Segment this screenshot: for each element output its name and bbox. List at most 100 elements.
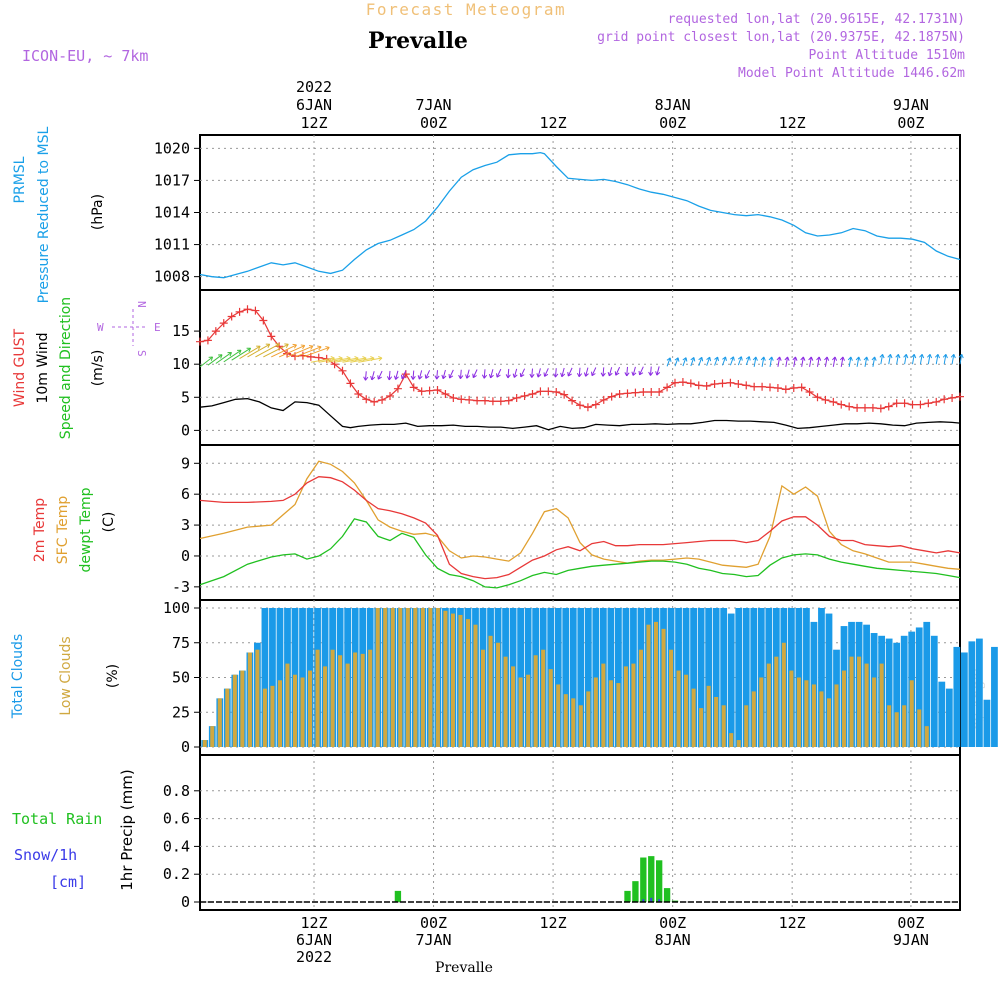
total-cloud-bar <box>930 635 938 747</box>
temperature-series <box>199 460 961 589</box>
gust-marker <box>449 393 458 402</box>
low-cloud-bar <box>781 642 786 747</box>
low-cloud-bar <box>909 680 914 747</box>
wind-arrow-head <box>942 354 948 359</box>
gust-marker <box>908 400 917 409</box>
gust-marker <box>560 390 569 399</box>
low-cloud-bar <box>511 666 516 747</box>
wind-arrow <box>278 345 305 358</box>
low-cloud-bar <box>548 669 553 747</box>
wind-arrow <box>449 369 454 379</box>
wind-arrow-head <box>434 375 440 380</box>
low-cloud-bar <box>480 649 486 747</box>
low-cloud-bar <box>413 608 418 747</box>
wind-direction-arrows <box>199 343 964 381</box>
low-cloud-bar <box>736 740 741 747</box>
gust-marker <box>932 397 941 406</box>
gust-marker <box>884 402 893 411</box>
y-tick-label: 100 <box>163 599 190 617</box>
requested-coords: requested lon,lat (20.9615E, 42.1731N) <box>668 12 965 27</box>
top-tick-label: 12Z <box>779 114 806 132</box>
low-cloud-bar <box>247 652 252 747</box>
wind-arrow <box>656 366 660 376</box>
wind-arrow-head <box>496 373 501 378</box>
low-cloud-bar <box>653 621 659 747</box>
low-cloud-bar <box>646 624 651 747</box>
total-cloud-bar <box>915 627 923 747</box>
wind-arrow-head <box>560 372 566 378</box>
top-tick-label: 12Z <box>540 114 567 132</box>
wind-arrow <box>888 354 891 365</box>
gust-marker <box>473 396 482 405</box>
low-cloud-bar <box>608 680 613 747</box>
gust-marker <box>568 396 577 405</box>
wind-arrow-head <box>393 375 399 380</box>
low-cloud-bar <box>593 677 598 747</box>
gust-marker <box>330 360 339 369</box>
precip-bars <box>200 856 960 903</box>
wind-arrow-head <box>638 370 644 376</box>
total-cloud-bar <box>276 608 284 747</box>
compass-east: E <box>154 321 161 334</box>
gust-marker <box>259 316 268 325</box>
wind-arrow-head <box>832 356 838 361</box>
wind-arrow <box>777 356 781 367</box>
low-cloud-bar <box>541 649 546 747</box>
gust-marker <box>845 402 854 411</box>
wind-arrow-head <box>600 372 606 377</box>
gust-marker <box>940 395 949 404</box>
wind-label: 10m Wind <box>35 332 51 403</box>
total-cloud-bar <box>923 621 931 747</box>
low-cloud-bar <box>924 726 929 747</box>
gust-marker <box>868 403 877 412</box>
wind-arrow-head <box>879 354 885 359</box>
wind-arrow-head <box>465 374 471 379</box>
gust-marker <box>417 387 426 396</box>
wind-arrow <box>626 366 628 376</box>
wind-arrow-head <box>543 372 549 377</box>
wind-arrow <box>896 354 899 365</box>
wind-arrow-head <box>887 354 893 359</box>
dewpt-line <box>199 518 961 589</box>
wind-arrow-head <box>275 343 280 348</box>
low-cloud-bar <box>586 691 591 747</box>
wind-arrow-head <box>237 349 242 355</box>
wind-arrow <box>263 343 289 358</box>
wind-arrow <box>690 357 695 367</box>
low-cloud-bar <box>601 663 606 747</box>
low-cloud-bar <box>804 680 809 747</box>
wind-arrow <box>342 357 367 363</box>
wind-arrow-head <box>512 373 518 378</box>
point-altitude: Point Altitude 1510m <box>808 48 965 63</box>
gust-marker <box>362 395 371 404</box>
wind-arrow-head <box>553 373 559 378</box>
low-cloud-bar <box>571 698 576 747</box>
y-tick-label: 0.2 <box>163 865 190 883</box>
gust-marker <box>758 382 767 391</box>
y-tick-label: 1011 <box>154 236 190 254</box>
wind-arrow <box>358 357 383 363</box>
total-cloud-bar <box>705 608 713 747</box>
wind-arrow-head <box>903 354 909 359</box>
gust-marker <box>797 383 806 392</box>
gust-marker <box>504 396 513 405</box>
total-cloud-bar <box>885 638 893 747</box>
y-tick-label: 0 <box>181 738 190 756</box>
wind-arrow <box>785 356 789 367</box>
total-cloud-bar <box>690 608 697 747</box>
gust-marker <box>639 387 648 396</box>
gust-marker <box>211 327 220 336</box>
y-tick-label: 0.4 <box>163 837 190 855</box>
wind-arrow <box>856 356 860 367</box>
wind-arrow-head <box>674 357 680 362</box>
compass-north: N <box>135 301 148 308</box>
total-cloud-bar <box>818 608 825 747</box>
low-cloud-bar <box>277 680 282 747</box>
y-tick-label: 3 <box>181 516 190 534</box>
gust-marker <box>552 387 561 396</box>
y-tick-label: 5 <box>181 388 190 406</box>
panels: 1008 1011 1014 1017 1020 0 5 10 15 -3 0 3 6 9 0 25 50 75 1… <box>10 126 998 911</box>
gust-marker <box>544 387 553 396</box>
low-cloud-bar <box>917 709 922 747</box>
